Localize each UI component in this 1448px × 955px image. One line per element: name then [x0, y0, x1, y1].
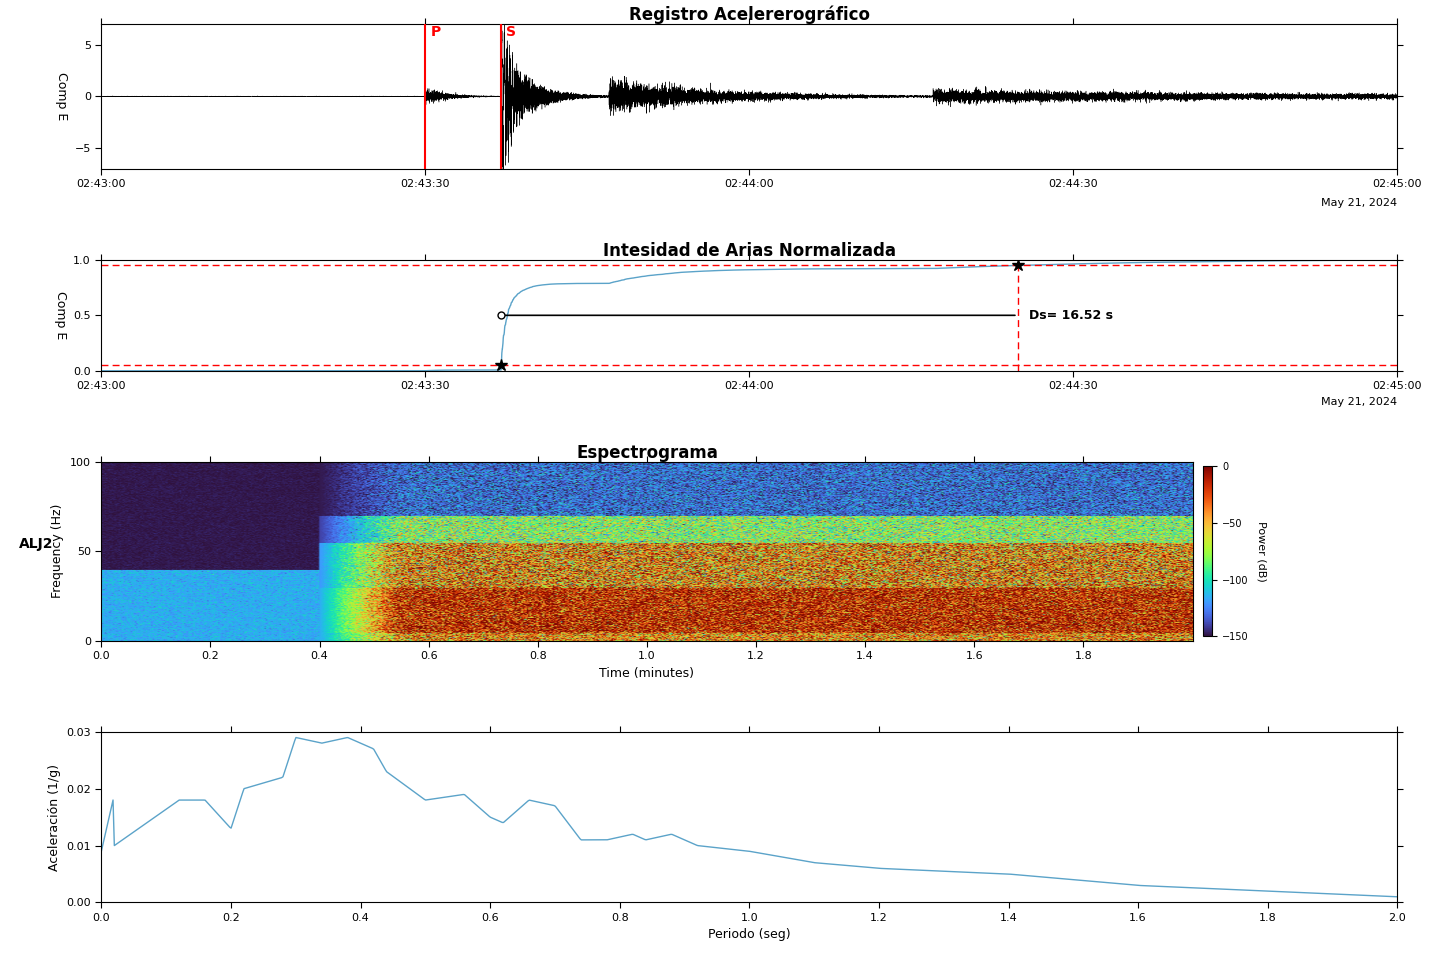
X-axis label: Time (minutes): Time (minutes) — [599, 667, 695, 680]
Title: Espectrograma: Espectrograma — [576, 443, 718, 461]
Text: ALJ2: ALJ2 — [19, 538, 54, 551]
Text: Ds= 16.52 s: Ds= 16.52 s — [1028, 308, 1112, 322]
Y-axis label: Frequency (Hz): Frequency (Hz) — [51, 504, 64, 599]
Text: May 21, 2024: May 21, 2024 — [1321, 397, 1397, 408]
Text: P: P — [430, 26, 442, 39]
Y-axis label: Power (dB): Power (dB) — [1257, 520, 1267, 582]
Title: Registro Acelererográfico: Registro Acelererográfico — [628, 5, 870, 24]
Y-axis label: Comp E: Comp E — [54, 291, 67, 339]
X-axis label: Periodo (seg): Periodo (seg) — [708, 928, 791, 942]
Y-axis label: Comp E: Comp E — [55, 73, 68, 120]
Text: May 21, 2024: May 21, 2024 — [1321, 198, 1397, 208]
Title: Intesidad de Arias Normalizada: Intesidad de Arias Normalizada — [602, 242, 896, 260]
Text: S: S — [507, 26, 517, 39]
Y-axis label: Aceleración (1/g): Aceleración (1/g) — [48, 764, 61, 871]
